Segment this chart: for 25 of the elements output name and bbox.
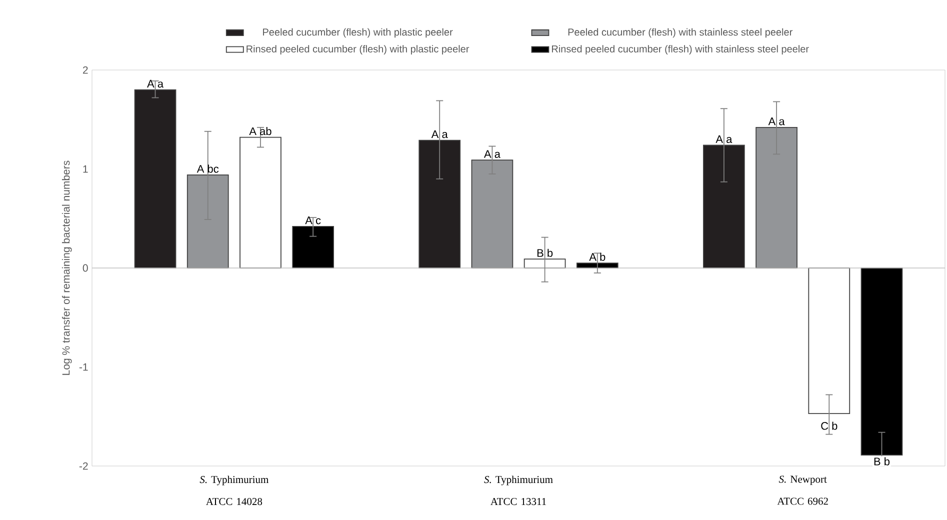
data-label: A ab bbox=[249, 127, 272, 136]
data-label: A c bbox=[305, 216, 321, 224]
legend-label: Peeled cucumber (flesh) with plastic peeler bbox=[263, 28, 453, 38]
y-axis-title: Log % transfer of remaining bacterial numbers bbox=[62, 160, 72, 375]
data-label: A bc bbox=[196, 164, 219, 173]
data-label: A b bbox=[589, 252, 606, 261]
legend-label: Rinsed peeled cucumber (flesh) with plastic peeler bbox=[246, 45, 470, 54]
data-label: B b bbox=[874, 457, 890, 466]
legend-label: Peeled cucumber (flesh) with stainless steel peeler bbox=[568, 28, 792, 38]
data-label: A a bbox=[431, 130, 448, 138]
y-tick-label: 2 bbox=[82, 66, 88, 74]
category-label: S. Typhimurium ATCC 13311 bbox=[484, 476, 553, 506]
data-label: B b bbox=[537, 248, 553, 257]
y-tick-label: 1 bbox=[83, 165, 88, 173]
y-tick-label: -1 bbox=[79, 363, 88, 371]
data-label: A a bbox=[768, 118, 785, 126]
data-label: A a bbox=[484, 150, 500, 158]
y-tick-label: -2 bbox=[79, 462, 88, 470]
data-label: C b bbox=[821, 422, 838, 430]
category-label: S. Newport ATCC 6962 bbox=[777, 476, 828, 505]
data-label: A a bbox=[147, 80, 164, 88]
data-label: A a bbox=[716, 135, 732, 144]
y-tick-label: 0 bbox=[82, 264, 88, 272]
legend-label: Rinsed peeled cucumber (flesh) with stainless steel peeler bbox=[552, 45, 809, 54]
category-label: S. Typhimurium ATCC 14028 bbox=[200, 476, 269, 506]
